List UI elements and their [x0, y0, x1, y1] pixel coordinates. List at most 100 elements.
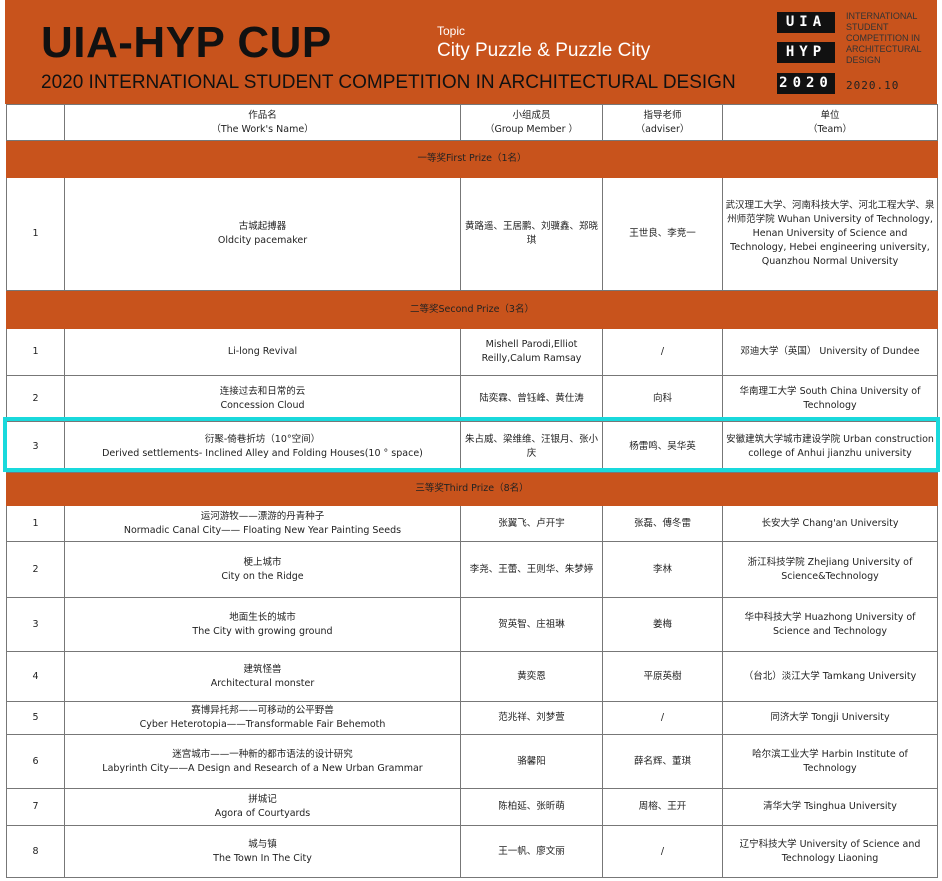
team: 清华大学 Tsinghua University — [722, 788, 938, 826]
work-name: 地面生长的城市 The City with growing ground — [64, 597, 461, 652]
work-name-cn: 拼城记 — [248, 794, 277, 805]
prize-band-title: 三等奖Third Prize（8名） — [6, 472, 938, 506]
team: 安徽建筑大学城市建设学院 Urban construction college … — [722, 421, 938, 473]
work-name-en: City on the Ridge — [221, 570, 304, 582]
work-name-cn: 赛博异托邦——可移动的公平野兽 — [191, 705, 334, 716]
work-name-en: The City with growing ground — [192, 625, 333, 637]
group-members: 黄路遥、王居鹏、刘骥鑫、郑晓琪 — [460, 177, 603, 291]
date-text: 2020.10 — [846, 79, 900, 92]
work-name: 迷宫城市——一种新的都市语法的设计研究 Labyrinth City——A Des… — [64, 734, 461, 789]
prize-band-title: 一等奖First Prize（1名） — [6, 140, 938, 178]
work-name-cn: 城与镇 — [248, 838, 277, 850]
work-name-en: Agora of Courtyards — [214, 808, 311, 819]
column-header-cn: 小组成员 — [512, 109, 551, 121]
group-members: 王一帆、廖文丽 — [460, 825, 603, 878]
work-name-en: The Town In The City — [213, 852, 312, 864]
group-members: 范兆祥、刘梦萱 — [460, 701, 603, 735]
group-members: 陈柏延、张昕萌 — [460, 788, 603, 826]
work-name: Li-long Revival — [64, 328, 461, 376]
prize-band-title: 二等奖Second Prize（3名） — [6, 290, 938, 329]
table-header-row: 作品名 （The Work's Name） 小组成员 （Group Member ） 指… — [6, 104, 938, 141]
work-name-cn: 衍聚-倚巷折坊（10°空间） — [204, 434, 321, 445]
work-name: 赛博异托邦——可移动的公平野兽 Cyber Heterotopia——Transf… — [64, 701, 461, 735]
work-name-en: Oldcity pacemaker — [217, 235, 308, 246]
group-members: Mishell Parodi,Elliot Reilly,Calum Ramsa… — [460, 328, 603, 376]
column-header-en: （adviser） — [635, 123, 690, 135]
org-text: INTERNATIONAL STUDENT COMPETITION IN ARC… — [846, 11, 922, 65]
adviser: 李林 — [602, 541, 723, 598]
team: 武汉理工大学、河南科技大学、河北工程大学、泉州师范学院 Wuhan Univer… — [722, 177, 938, 291]
column-header-cn: 指导老师 — [643, 109, 682, 121]
group-members: 骆馨阳 — [460, 734, 603, 789]
rank-number: 7 — [6, 788, 65, 826]
adviser: 周榕、王开 — [602, 788, 723, 826]
column-header: 作品名 （The Work's Name） — [64, 104, 461, 141]
rank-number: 1 — [6, 328, 65, 376]
work-name: 建筑怪兽 Architectural monster — [64, 651, 461, 702]
column-header-en: （Group Member ） — [484, 123, 579, 135]
logo-hyp: HYP — [777, 42, 835, 63]
topic-text: City Puzzle & Puzzle City — [437, 40, 651, 61]
rank-number: 1 — [6, 505, 65, 542]
table-row: 8 城与镇 The Town In The City 王一帆、廖文丽 / 辽宁科技大学 U… — [6, 825, 938, 878]
work-name-cn: 运河游牧——漂游的丹青种子 — [200, 510, 325, 522]
team: 辽宁科技大学 University of Science and Technol… — [722, 825, 938, 878]
work-name-cn: 建筑怪兽 — [243, 663, 282, 675]
rank-number: 2 — [6, 541, 65, 598]
work-name-cn: 连接过去和日常的云 — [219, 385, 306, 397]
rank-number: 5 — [6, 701, 65, 735]
results-table: 作品名 （The Work's Name） 小组成员 （Group Member ） 指… — [6, 104, 938, 878]
adviser: 向科 — [602, 375, 723, 422]
table-row: 1 运河游牧——漂游的丹青种子 Normadic Canal City—— Floa… — [6, 505, 938, 542]
rank-number: 6 — [6, 734, 65, 789]
work-name: 拼城记 Agora of Courtyards — [64, 788, 461, 826]
adviser: 王世良、李竞一 — [602, 177, 723, 291]
table-row: 2 梗上城市 City on the Ridge 李尧、王蕾、王则华、朱梦婷 李林 浙江科… — [6, 541, 938, 598]
group-members: 李尧、王蕾、王则华、朱梦婷 — [460, 541, 603, 598]
column-header: 小组成员 （Group Member ） — [460, 104, 603, 141]
work-name-en: Cyber Heterotopia——Transformable Fair Be… — [139, 719, 386, 730]
adviser: 姜梅 — [602, 597, 723, 652]
column-header-en: （The Work's Name） — [211, 123, 314, 135]
column-header — [6, 104, 65, 141]
topic-label: Topic — [437, 24, 466, 38]
team: 浙江科技学院 Zhejiang University of Science&Te… — [722, 541, 938, 598]
rank-number: 8 — [6, 825, 65, 878]
group-members: 陆奕霖、曾钰峰、黄仕涛 — [460, 375, 603, 422]
adviser: 平原英樹 — [602, 651, 723, 702]
table-row: 1 Li-long Revival Mishell Parodi,Elliot Re… — [6, 328, 938, 376]
competition-subtitle: 2020 INTERNATIONAL STUDENT COMPETITION I… — [41, 72, 736, 93]
group-members: 张翼飞、卢开宇 — [460, 505, 603, 542]
competition-title: UIA-HYP CUP — [41, 18, 332, 67]
work-name-en: Labyrinth City——A Design and Research of… — [102, 762, 423, 774]
work-name-en: Derived settlements- Inclined Alley and … — [102, 448, 423, 459]
table-row: 3 地面生长的城市 The City with growing ground 贺英智、… — [6, 597, 938, 652]
uia-hyp-logo: UIA HYP 2020 — [777, 12, 835, 94]
team: 华南理工大学 South China University of Technol… — [722, 375, 938, 422]
prize-band: 二等奖Second Prize（3名） — [6, 290, 938, 329]
table-row: 3 衍聚-倚巷折坊（10°空间） Derived settlements- Incl… — [6, 421, 938, 473]
team: 邓迪大学（英国） University of Dundee — [722, 328, 938, 376]
adviser: / — [602, 328, 723, 376]
column-header-cn: 作品名 — [248, 109, 277, 121]
logo-uia: UIA — [777, 12, 835, 33]
adviser: 薛名辉、董琪 — [602, 734, 723, 789]
work-name-en: Normadic Canal City—— Floating New Year … — [123, 524, 402, 536]
column-header-en: （Team） — [807, 123, 853, 135]
work-name-en: Li-long Revival — [227, 346, 298, 357]
column-header: 指导老师 （adviser） — [602, 104, 723, 141]
work-name: 连接过去和日常的云 Concession Cloud — [64, 375, 461, 422]
logo-2020: 2020 — [777, 73, 835, 94]
group-members: 黄奕恩 — [460, 651, 603, 702]
group-members: 贺英智、庄祖琳 — [460, 597, 603, 652]
table-row: 7 拼城记 Agora of Courtyards 陈柏延、张昕萌 周榕、王开 清华大学 … — [6, 788, 938, 826]
work-name-en: Concession Cloud — [220, 399, 305, 411]
prize-band: 一等奖First Prize（1名） — [6, 140, 938, 178]
work-name: 古城起搏器 Oldcity pacemaker — [64, 177, 461, 291]
work-name-cn: 迷宫城市——一种新的都市语法的设计研究 — [172, 748, 353, 760]
column-header-cn: 单位 — [820, 109, 840, 121]
column-header: 单位 （Team） — [722, 104, 938, 141]
rank-number: 2 — [6, 375, 65, 422]
table-row: 6 迷宫城市——一种新的都市语法的设计研究 Labyrinth City——A De… — [6, 734, 938, 789]
team: 华中科技大学 Huazhong University of Science an… — [722, 597, 938, 652]
